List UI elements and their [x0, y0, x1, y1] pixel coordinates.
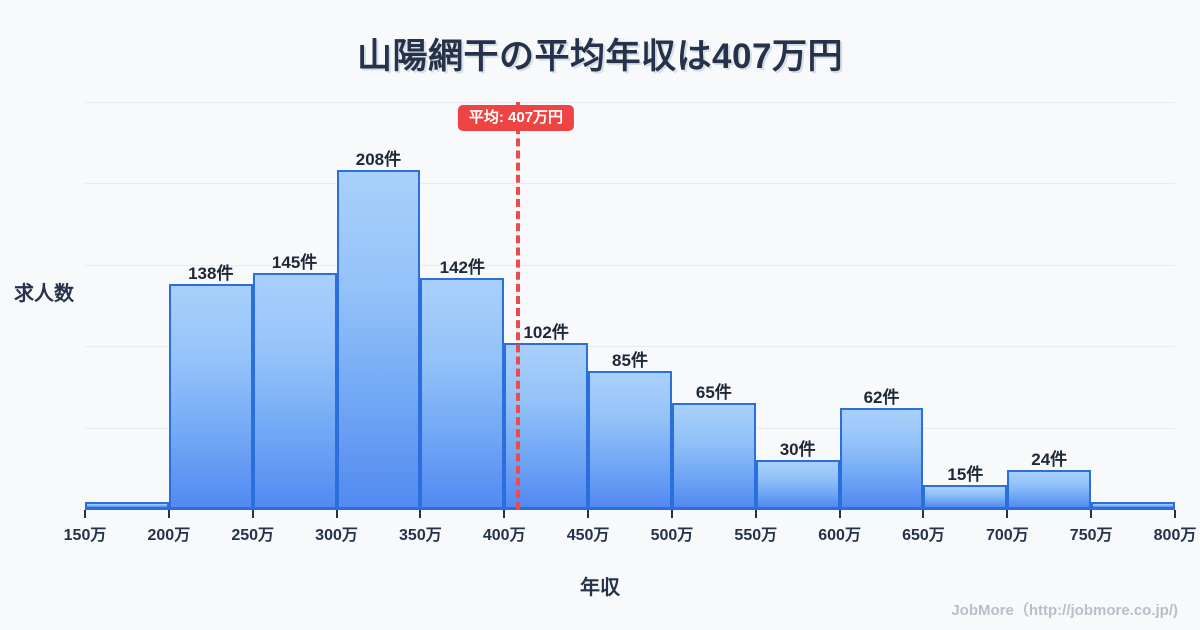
bar-value-label: 102件 [523, 322, 569, 342]
bar-value-label: 30件 [779, 440, 816, 460]
bar [1007, 469, 1092, 509]
gridline [85, 346, 1175, 348]
gridline [85, 183, 1175, 185]
footer-credit: JobMore（http://jobmore.co.jp/) [951, 602, 1178, 619]
x-tick-label: 450万 [566, 527, 610, 544]
x-tick-label: 800万 [1153, 527, 1197, 544]
x-tick-label: 550万 [734, 527, 778, 544]
average-line-marker [515, 102, 520, 510]
x-axis-title: 年収 [580, 577, 620, 599]
tick-mark [838, 510, 841, 518]
bar-value-label: 138件 [188, 264, 234, 284]
bar [420, 277, 505, 509]
x-tick-label: 200万 [147, 527, 191, 544]
bar [755, 460, 840, 509]
tick-mark [335, 510, 338, 518]
tick-mark [84, 510, 86, 518]
x-tick-label: 300万 [315, 527, 358, 544]
bar-value-label: 62件 [863, 388, 900, 408]
tick-mark [754, 510, 757, 518]
x-tick-label: 150万 [63, 527, 107, 544]
bar [923, 484, 1008, 509]
tick-mark [419, 510, 422, 518]
plot-area [85, 102, 1175, 509]
tick-mark [503, 510, 506, 518]
tick-mark [1006, 510, 1009, 518]
x-tick-label: 650万 [902, 527, 945, 544]
tick-mark [587, 510, 590, 518]
bar [252, 272, 337, 509]
tick-mark [922, 510, 925, 518]
gridline [85, 264, 1175, 266]
y-axis-title: 求人数 [14, 283, 74, 305]
x-tick-label: 600万 [818, 527, 861, 544]
bar-value-label: 85件 [612, 350, 648, 370]
x-tick-label: 250万 [231, 527, 275, 544]
bar-value-label: 142件 [439, 257, 485, 277]
tick-mark [251, 510, 254, 518]
chart-title: 山陽網干の平均年収は407万円 [357, 37, 843, 76]
x-tick-label: 350万 [399, 527, 442, 544]
bar [588, 370, 672, 509]
bar-value-label: 208件 [355, 150, 402, 170]
x-tick-label: 750万 [1069, 527, 1113, 544]
average-badge: 平均: 407万円 [457, 105, 575, 131]
x-tick-label: 500万 [650, 527, 694, 544]
bar [168, 284, 253, 509]
bar-value-label: 65件 [695, 383, 732, 403]
bar-value-label: 24件 [1031, 449, 1068, 469]
bar [671, 403, 756, 509]
tick-mark [670, 510, 673, 518]
x-tick-label: 400万 [482, 527, 526, 544]
bar [839, 408, 924, 509]
tick-mark [1174, 510, 1176, 518]
bar-value-label: 15件 [947, 464, 984, 484]
gridline [85, 102, 1175, 103]
x-axis-line [85, 508, 1175, 510]
bar-value-label: 145件 [271, 252, 318, 272]
tick-mark [167, 510, 170, 518]
tick-mark [1090, 510, 1093, 518]
x-tick-label: 700万 [985, 527, 1029, 544]
bar [336, 170, 421, 509]
